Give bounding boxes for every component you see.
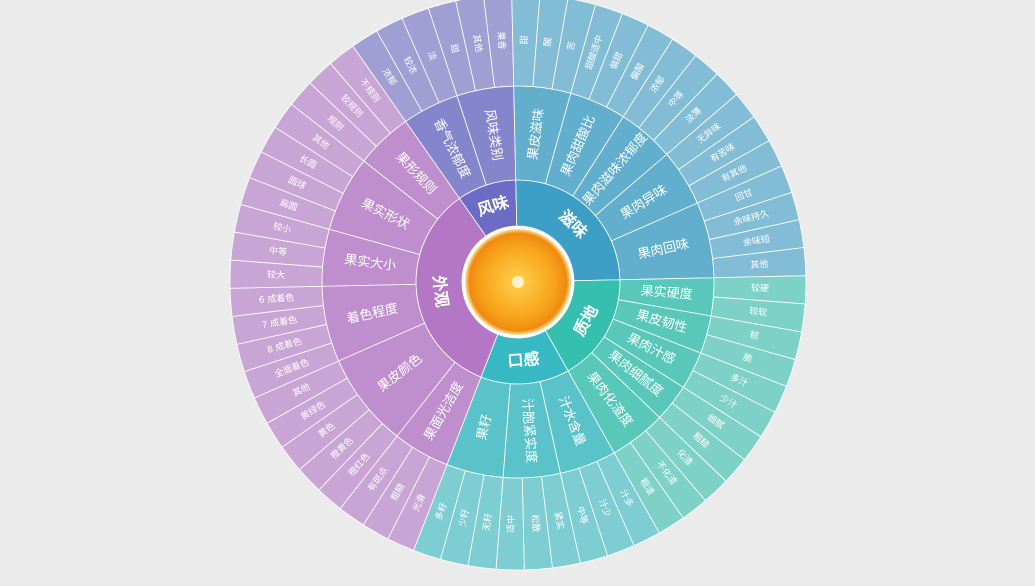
outer-label: 酸 — [542, 37, 554, 47]
outer-label: 适中 — [505, 515, 517, 533]
outer-label: 甜 — [448, 43, 462, 55]
middle-label: 果皮滋味 — [526, 107, 547, 160]
sunburst: 浓郁较浓 淡香气浓郁度甜 其他 果香风味类别风味甜酸苦果皮滋味甜酸适中 偏甜偏酸果肉甜酸… — [229, 0, 807, 571]
outer-label: 淡 — [425, 50, 438, 62]
outer-label: 脆 — [742, 351, 754, 365]
outer-label: 无籽 — [480, 512, 494, 531]
outer-label: 较硬 — [751, 282, 769, 294]
outer-label: 果香 — [495, 31, 507, 50]
outer-label: 6 成着色 — [258, 291, 294, 305]
middle-label: 汁胞紧实度 — [519, 398, 540, 464]
middle-label: 果实大小 — [343, 253, 396, 274]
outer-label: 韧 — [748, 328, 759, 342]
outer-label: 其他 — [750, 258, 769, 271]
outer-label: 较软 — [748, 305, 767, 319]
middle-label: 果实硬度 — [640, 283, 693, 303]
outer-label: 中等 — [268, 244, 287, 258]
ring-segment — [329, 45, 407, 134]
outer-label: 紧实 — [552, 511, 567, 531]
outer-label: 较小 — [272, 220, 292, 236]
inner-label: 口感 — [507, 349, 540, 370]
outer-label: 甜 — [518, 35, 530, 44]
outer-label: 其他 — [470, 33, 485, 53]
outer-label: 苦 — [564, 40, 578, 51]
outer-label: 较大 — [267, 269, 285, 281]
middle-label: 果籽 — [475, 413, 495, 442]
orange-image — [462, 226, 574, 338]
outer-label: 松散 — [529, 514, 542, 533]
outer-label: 少籽 — [456, 508, 472, 528]
inner-label: 外观 — [429, 273, 452, 308]
